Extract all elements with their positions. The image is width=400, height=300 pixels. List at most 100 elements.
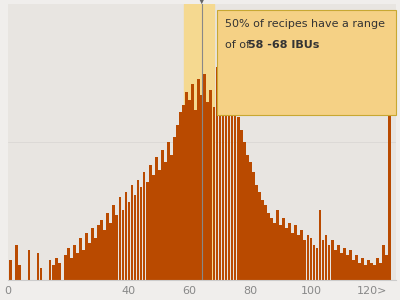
Bar: [273, 223, 276, 280]
Bar: [373, 265, 376, 280]
Bar: [88, 243, 91, 280]
Bar: [352, 260, 355, 280]
Bar: [234, 110, 236, 280]
Bar: [355, 255, 358, 280]
Bar: [316, 248, 318, 280]
Bar: [288, 223, 291, 280]
Bar: [246, 155, 249, 280]
Bar: [255, 185, 258, 280]
Bar: [49, 260, 52, 280]
Bar: [328, 245, 330, 280]
Bar: [76, 253, 79, 280]
Bar: [237, 117, 240, 280]
Text: 50% of recipes have a range: 50% of recipes have a range: [225, 19, 385, 29]
Text: ▼: ▼: [198, 0, 206, 5]
Bar: [258, 192, 261, 280]
Bar: [194, 110, 197, 280]
Text: 58 -68 IBUs: 58 -68 IBUs: [248, 40, 320, 50]
Bar: [191, 85, 194, 280]
Bar: [282, 218, 285, 280]
Bar: [331, 240, 334, 280]
Bar: [304, 240, 306, 280]
Bar: [128, 202, 130, 280]
Bar: [340, 253, 343, 280]
Bar: [118, 197, 121, 280]
Bar: [343, 248, 346, 280]
Bar: [361, 258, 364, 280]
Bar: [319, 210, 321, 280]
Bar: [294, 225, 297, 280]
Bar: [161, 150, 164, 280]
Bar: [334, 250, 336, 280]
Bar: [52, 265, 54, 280]
Bar: [40, 268, 42, 280]
Bar: [112, 205, 115, 280]
Bar: [218, 85, 221, 280]
Bar: [216, 67, 218, 280]
Bar: [106, 212, 109, 280]
Bar: [140, 188, 142, 280]
Bar: [167, 142, 170, 280]
Bar: [210, 89, 212, 280]
Bar: [379, 263, 382, 280]
Bar: [79, 238, 82, 280]
Bar: [306, 235, 309, 280]
Bar: [143, 172, 146, 280]
Bar: [367, 260, 370, 280]
Bar: [15, 245, 18, 280]
Bar: [267, 212, 270, 280]
Bar: [291, 232, 294, 280]
Bar: [310, 238, 312, 280]
Bar: [349, 250, 352, 280]
Bar: [37, 253, 39, 280]
Bar: [155, 157, 158, 280]
Bar: [300, 230, 303, 280]
Bar: [337, 245, 340, 280]
Bar: [176, 125, 179, 280]
Bar: [182, 105, 185, 280]
Bar: [64, 255, 67, 280]
Bar: [9, 260, 12, 280]
Bar: [188, 100, 191, 280]
Bar: [376, 258, 379, 280]
Bar: [325, 235, 328, 280]
Bar: [184, 4, 214, 280]
Bar: [261, 200, 264, 280]
Bar: [212, 107, 215, 280]
Bar: [197, 80, 200, 280]
Bar: [322, 240, 324, 280]
Bar: [28, 250, 30, 280]
Bar: [91, 228, 94, 280]
Bar: [285, 228, 288, 280]
Bar: [58, 263, 60, 280]
Bar: [146, 182, 148, 280]
Bar: [249, 162, 252, 280]
Bar: [97, 225, 100, 280]
Bar: [137, 180, 140, 280]
Bar: [388, 54, 391, 280]
Bar: [231, 100, 234, 280]
Bar: [131, 185, 133, 280]
Bar: [55, 258, 58, 280]
Bar: [70, 258, 73, 280]
Bar: [358, 263, 361, 280]
Bar: [385, 255, 388, 280]
Bar: [134, 195, 136, 280]
Bar: [298, 235, 300, 280]
Bar: [179, 112, 182, 280]
Bar: [18, 265, 21, 280]
Bar: [225, 74, 227, 280]
Bar: [67, 248, 70, 280]
Bar: [279, 225, 282, 280]
Bar: [346, 255, 349, 280]
Bar: [364, 265, 367, 280]
Bar: [82, 250, 85, 280]
Bar: [222, 54, 224, 280]
Bar: [228, 92, 230, 280]
Bar: [122, 210, 124, 280]
Bar: [185, 92, 188, 280]
Bar: [124, 192, 127, 280]
Bar: [116, 215, 118, 280]
Bar: [312, 245, 315, 280]
Bar: [158, 170, 161, 280]
